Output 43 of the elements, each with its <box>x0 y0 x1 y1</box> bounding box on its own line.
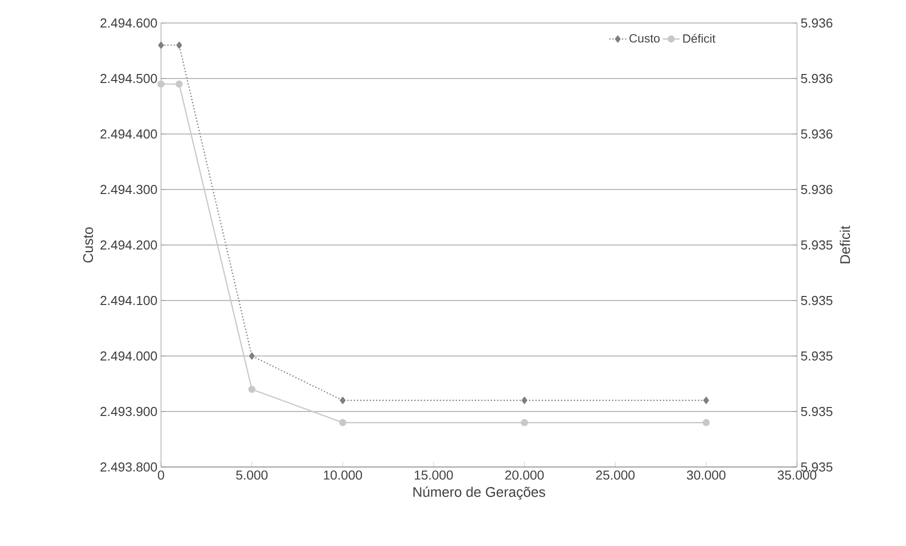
y-axis-title: Custo <box>83 227 94 263</box>
x-tick-label: 10.000 <box>324 470 362 480</box>
point <box>176 80 183 88</box>
y-tick-label: 2.494.600 <box>100 18 157 28</box>
point <box>339 419 346 426</box>
y2-axis-title: Deficit <box>840 226 850 264</box>
y2-tick-label: 5.936 <box>801 18 832 28</box>
legend-label: Déficit <box>683 34 716 43</box>
y-tick-label: 2.494.100 <box>100 296 157 306</box>
y2-tick-label: 5.935 <box>801 406 832 416</box>
y2-tick-label: 5.935 <box>801 462 832 472</box>
y2-tick-label: 5.935 <box>801 296 832 306</box>
y-tick-label: 2.494.400 <box>100 129 157 139</box>
x-tick-label: 25.000 <box>596 470 635 480</box>
y2-tick-label: 5.936 <box>801 184 832 194</box>
point <box>522 396 528 404</box>
x-tick-label: 30.000 <box>686 470 726 480</box>
y-tick-label: 2.493.800 <box>100 462 157 472</box>
y-tick-label: 2.494.300 <box>100 184 157 194</box>
y-tick-label: 2.494.000 <box>100 351 157 361</box>
point <box>248 386 256 393</box>
x-tick-label: 20.000 <box>505 470 544 480</box>
x-tick-label: 0 <box>158 470 164 480</box>
point <box>703 396 709 404</box>
x-axis-title: Número de Gerações <box>413 486 546 500</box>
y-tick-label: 2.494.200 <box>100 240 157 250</box>
point <box>157 80 165 88</box>
x-tick-label: 35.000 <box>778 470 816 480</box>
legend-label: Custo <box>629 34 660 43</box>
point <box>520 419 528 426</box>
y2-tick-label: 5.936 <box>801 74 832 84</box>
y2-tick-label: 5.935 <box>801 351 832 361</box>
point <box>176 42 182 49</box>
y-tick-label: 2.493.900 <box>100 406 157 416</box>
point <box>702 419 710 426</box>
x-tick-label: 5.000 <box>236 470 268 480</box>
point <box>340 396 346 404</box>
point <box>158 42 164 49</box>
x-tick-label: 15.000 <box>414 470 453 480</box>
point <box>249 352 255 360</box>
y-tick-label: 2.494.500 <box>100 74 157 84</box>
y2-tick-label: 5.936 <box>801 129 832 139</box>
y2-tick-label: 5.935 <box>801 240 832 250</box>
